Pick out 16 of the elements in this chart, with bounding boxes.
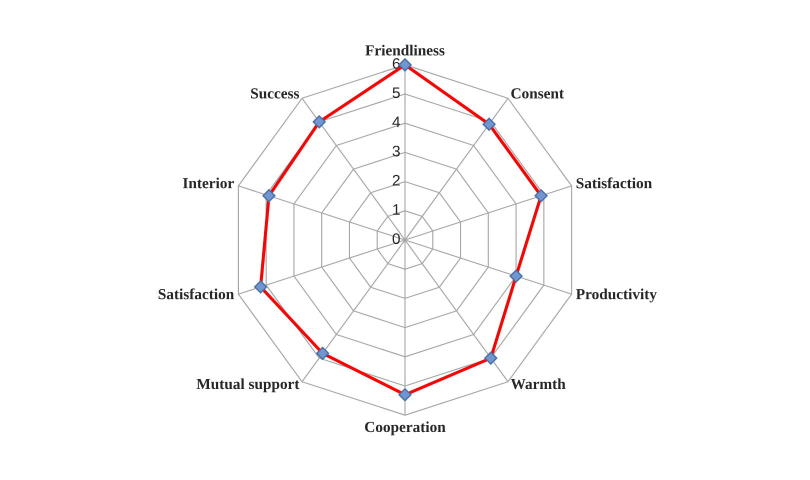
y-tick-label: 1 xyxy=(393,204,400,215)
spoke-label: Cooperation xyxy=(365,421,446,436)
spoke-label: Mutual support xyxy=(196,378,300,392)
y-tick-label: 0 xyxy=(392,233,400,244)
spoke-label: Warmth xyxy=(510,378,566,390)
y-tick-label: 4 xyxy=(392,116,400,128)
spoke-label: Productivity xyxy=(576,288,657,302)
spoke-label: Friendliness xyxy=(365,44,445,56)
spoke-label: Consent xyxy=(511,88,564,99)
spoke-label: Satisfaction xyxy=(158,288,234,300)
y-tick-label: 2 xyxy=(392,174,400,186)
y-tick-label: 3 xyxy=(392,146,400,157)
y-tick-label: 5 xyxy=(392,87,400,98)
spoke-label: Success xyxy=(251,88,300,99)
spoke-label: Interior xyxy=(182,178,234,188)
spoke-label: Satisfaction xyxy=(576,177,652,188)
